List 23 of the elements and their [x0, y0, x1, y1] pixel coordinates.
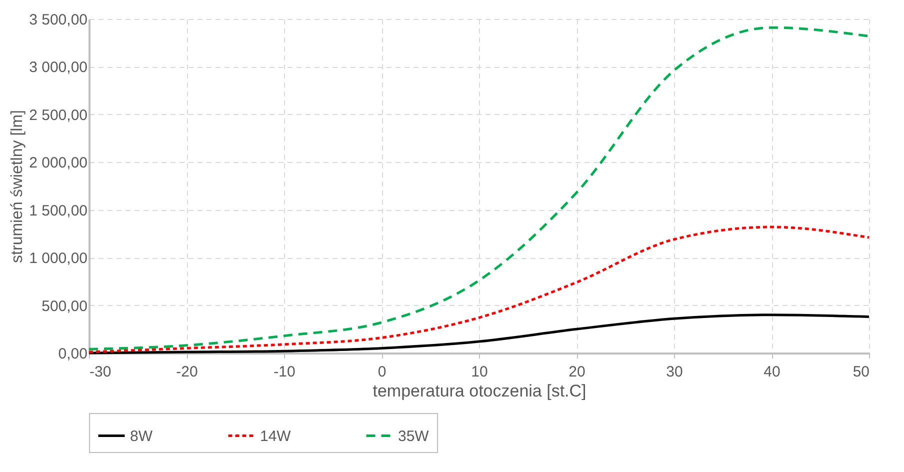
- x-axis-title: temperatura otoczenia [st.C]: [372, 382, 586, 400]
- legend-label: 8W: [130, 428, 154, 445]
- x-tick-label: 30: [666, 364, 683, 380]
- x-tick-label: -30: [90, 364, 112, 380]
- y-tick-label: 1 500,00: [29, 202, 88, 220]
- y-tick-label: 2 000,00: [29, 154, 88, 172]
- y-tick-label: 2 500,00: [29, 106, 88, 124]
- y-axis-title: strumień świetlny [lm]: [9, 110, 26, 263]
- x-tick-label: 10: [471, 364, 488, 380]
- x-tick-label: 0: [378, 364, 386, 380]
- y-tick-label: 0,00: [58, 346, 88, 362]
- x-tick-label: -10: [274, 364, 296, 380]
- legend-label: 14W: [260, 428, 292, 445]
- legend-label: 35W: [398, 428, 430, 445]
- x-tick-label: 20: [568, 364, 586, 380]
- y-tick-label: 3 000,00: [29, 59, 88, 76]
- y-tick-label: 1 000,00: [29, 250, 88, 268]
- y-tick-label: 3 500,00: [29, 12, 88, 28]
- y-tick-label: 500,00: [42, 298, 88, 315]
- line-series: [88, 26, 870, 350]
- x-tick-label: -20: [176, 364, 198, 380]
- x-tick-label: 40: [764, 364, 780, 380]
- x-tick-label: 50: [852, 364, 870, 380]
